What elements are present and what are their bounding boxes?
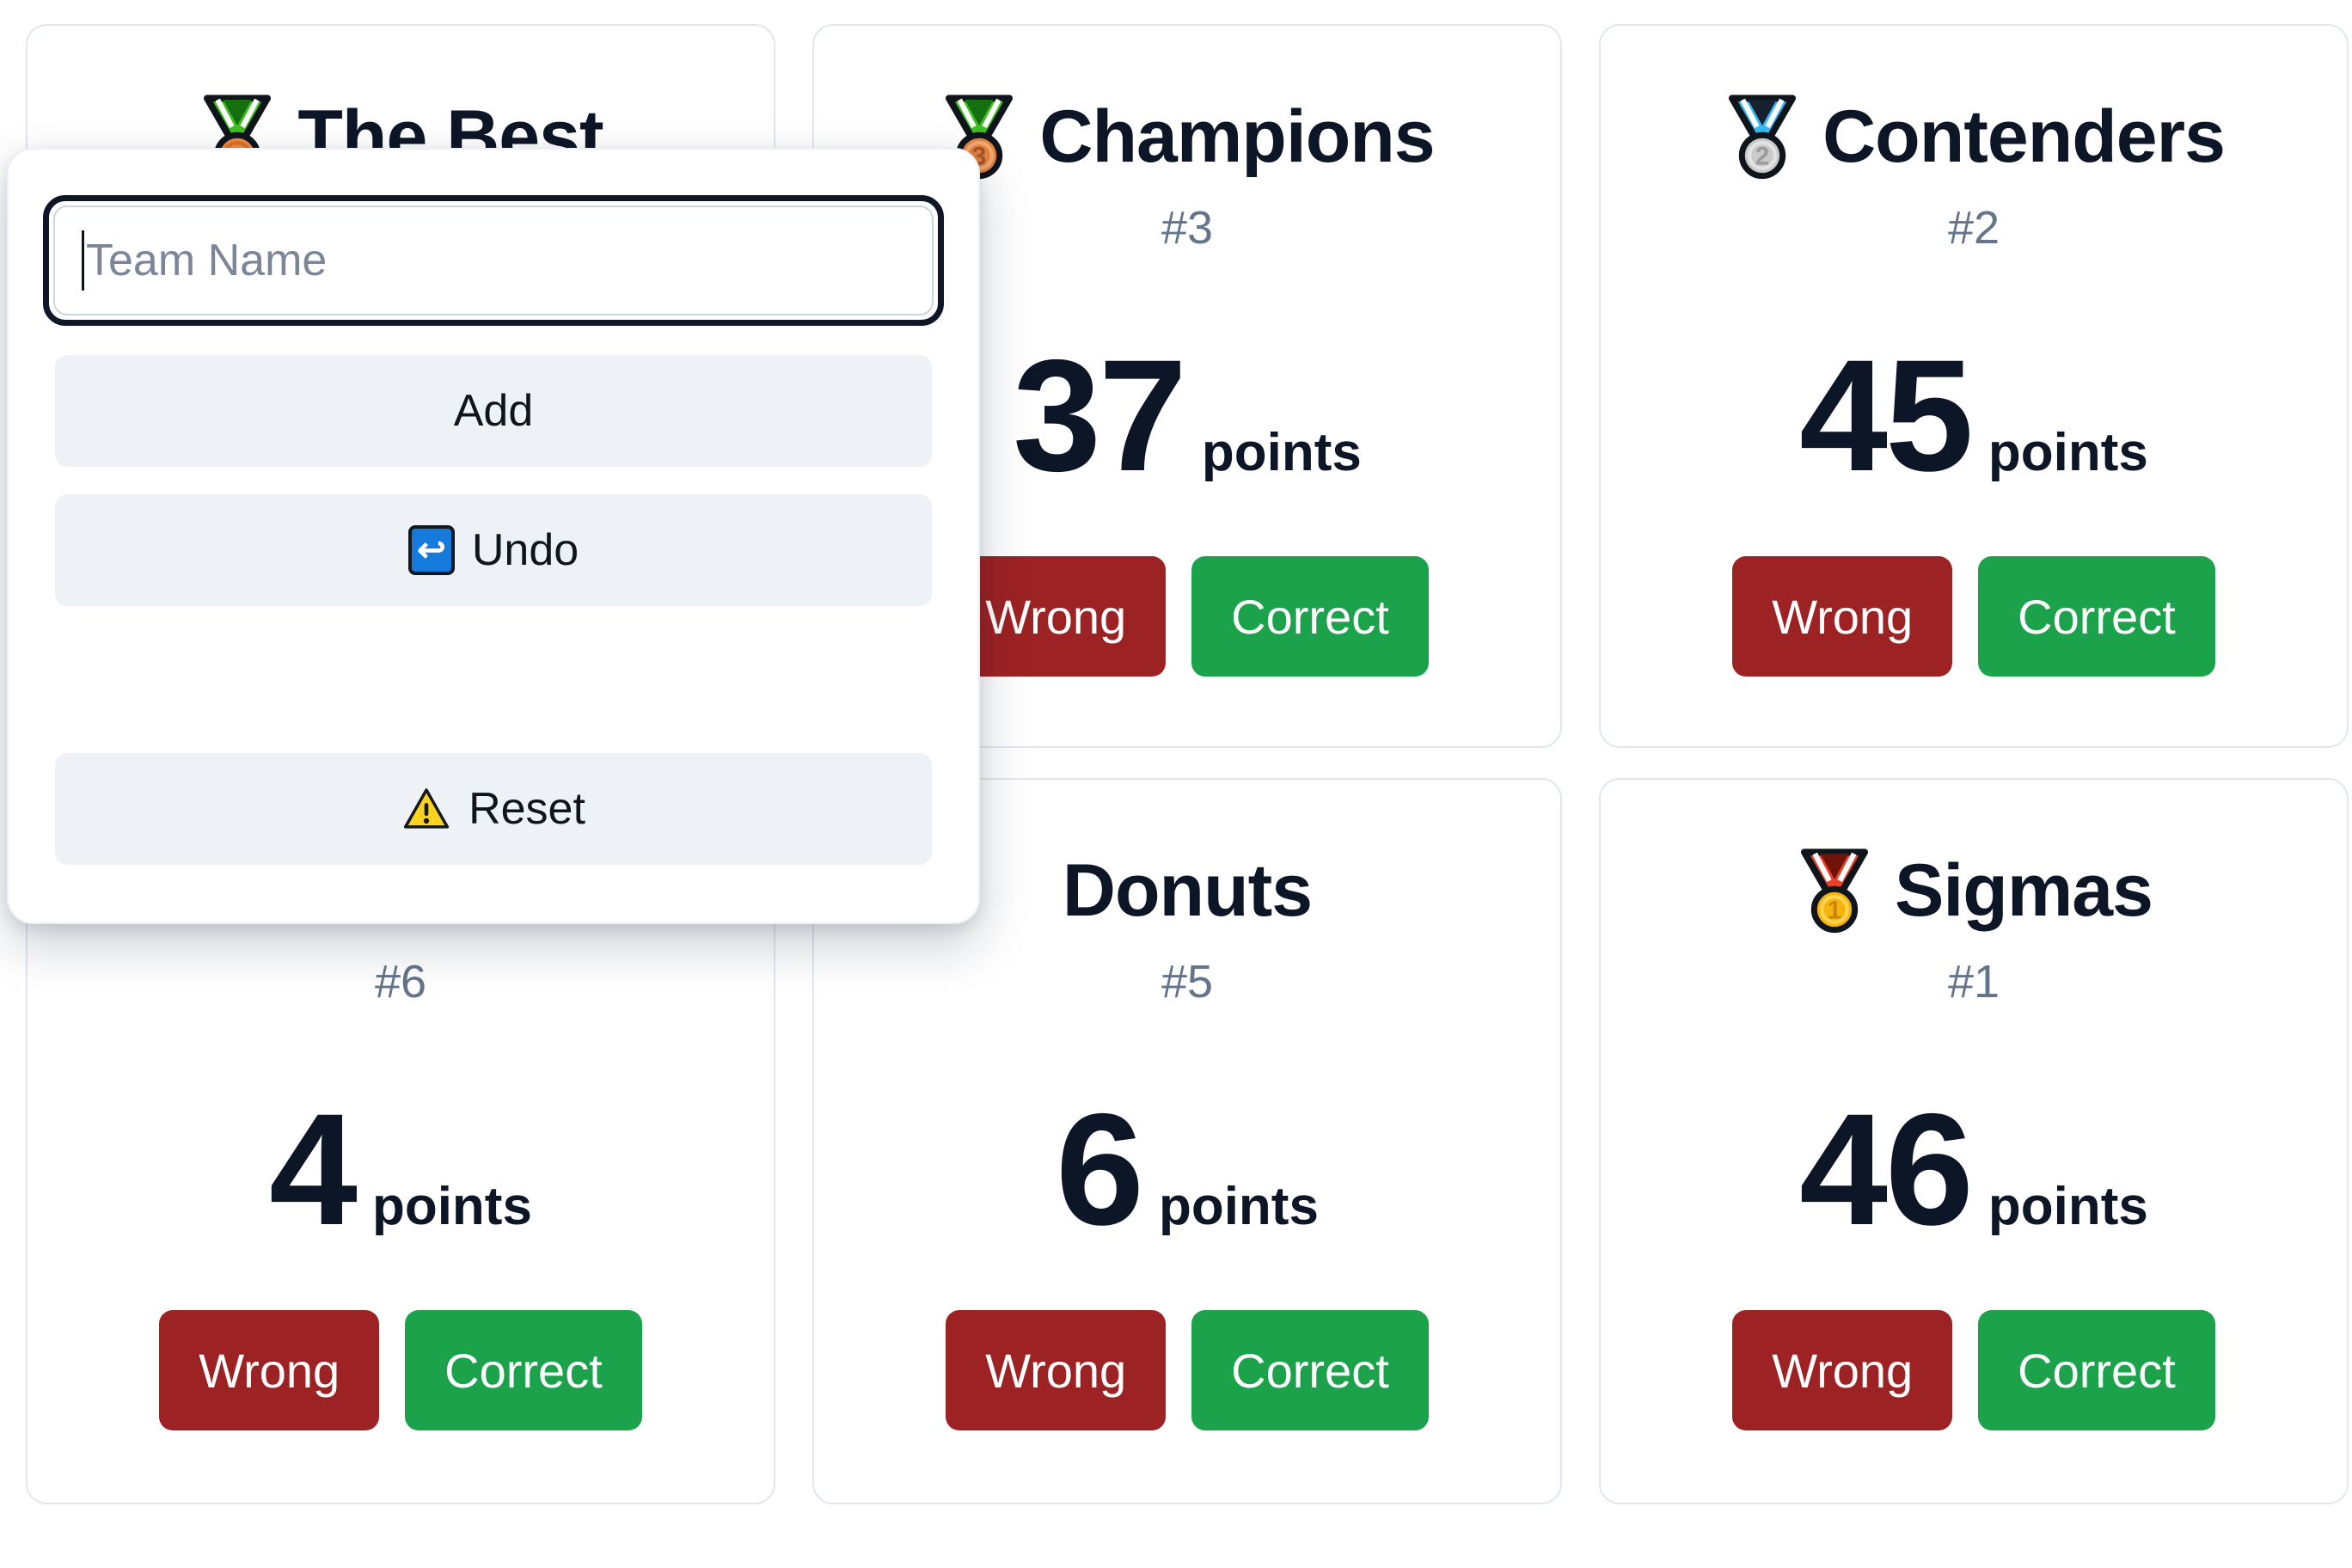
team-rank: #2 [1947,202,2000,254]
warning-triangle-icon [401,786,451,832]
team-card: Donuts #5 6 points Wrong Correct [812,778,1562,1504]
points-value: 6 [1056,1081,1144,1259]
team-rank: #5 [1161,956,1214,1008]
wrong-button[interactable]: Wrong [159,1310,380,1430]
points-label: points [1988,1177,2148,1236]
team-name-field-frame [43,195,944,326]
svg-text:1: 1 [1828,896,1842,924]
team-name: Donuts [1062,848,1313,932]
points-label: points [1158,1177,1319,1236]
team-points: 4 points [269,1091,532,1250]
team-name-input[interactable] [55,207,932,314]
points-value: 46 [1799,1081,1974,1259]
undo-button-label: Undo [471,525,579,575]
team-points: 45 points [1799,337,2148,496]
team-name: Contenders [1822,95,2226,178]
correct-button[interactable]: Correct [1191,1310,1429,1430]
undo-button[interactable]: ↩ Undo [55,494,932,606]
team-rank: #6 [374,956,427,1008]
score-buttons-row: Wrong Correct [946,1310,1429,1430]
team-admin-panel: Add ↩ Undo Reset [7,148,980,924]
wrong-button[interactable]: Wrong [946,1310,1167,1430]
score-buttons-row: Wrong Correct [946,556,1429,677]
wrong-button[interactable]: Wrong [1732,556,1953,677]
reset-button[interactable]: Reset [55,753,932,865]
text-caret [82,230,84,291]
points-value: 4 [269,1081,358,1259]
team-points: 46 points [1799,1091,2148,1250]
score-buttons-row: Wrong Correct [1732,1310,2215,1430]
points-label: points [1988,423,2148,482]
wrong-button[interactable]: Wrong [946,556,1167,677]
add-button-label: Add [453,386,534,436]
add-team-button[interactable]: Add [55,355,932,467]
points-label: points [1201,423,1362,482]
team-title-row: Donuts [1062,840,1313,941]
correct-button[interactable]: Correct [1191,556,1429,677]
correct-button[interactable]: Correct [1978,1310,2215,1430]
undo-arrow-icon: ↩ [407,525,455,575]
team-title-row: 2 Contenders [1723,86,2226,187]
team-name: Champions [1039,95,1435,178]
points-label: points [371,1177,532,1236]
team-title-row: 1 Sigmas [1795,840,2153,941]
team-rank: #3 [1161,202,1214,254]
team-title-row: 3 Champions [940,86,1436,187]
team-card: 2 Contenders #2 45 points Wrong Correct [1599,24,2349,748]
correct-button[interactable]: Correct [1978,556,2215,677]
reset-button-label: Reset [469,784,585,834]
wrong-button[interactable]: Wrong [1732,1310,1953,1430]
correct-button[interactable]: Correct [405,1310,642,1430]
team-rank: #1 [1947,956,2000,1008]
score-buttons-row: Wrong Correct [159,1310,642,1430]
team-points: 6 points [1056,1091,1319,1250]
silver-medal-icon: 2 [1723,94,1802,180]
gold-medal-icon: 1 [1795,848,1874,934]
score-buttons-row: Wrong Correct [1732,556,2215,677]
bronze-medal-icon: 3 [940,94,1019,180]
team-points: 37 points [1013,337,1362,496]
team-name: Sigmas [1895,848,2153,932]
points-value: 37 [1013,328,1187,505]
points-value: 45 [1799,328,1974,505]
team-card: 1 Sigmas #1 46 points Wrong Correct [1599,778,2349,1504]
svg-text:2: 2 [1755,142,1770,170]
